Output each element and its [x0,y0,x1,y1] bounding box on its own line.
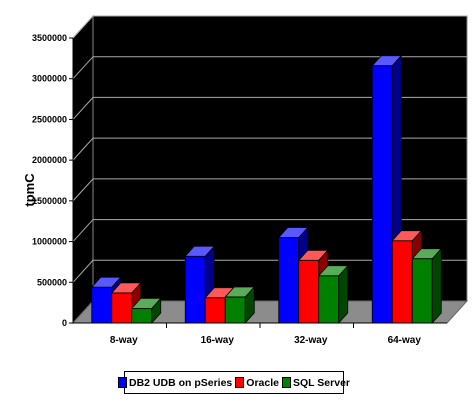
legend-swatch [118,377,127,388]
bar-front [371,65,393,324]
bar-front [411,258,433,324]
y-tick-label: 3000000 [32,74,67,84]
bar-front [204,297,226,324]
gridline [72,259,467,283]
legend-item: SQL Server [281,376,350,389]
gridlines [72,15,467,283]
bars [90,54,443,325]
bar-front [298,259,320,324]
bar-front [278,237,300,324]
x-tick-label: 16-way [201,335,235,346]
bar-front [131,307,153,324]
legend-swatch [235,377,245,388]
bar-top [184,245,216,257]
legend-swatch [281,377,291,388]
y-axis-label: tpmC [22,173,37,207]
y-tick-label: 2000000 [32,155,67,165]
legend-label: SQL Server [292,376,350,389]
x-tick-label: 8-way [110,335,138,346]
y-tick-label: 1000000 [32,237,67,247]
legend-label: Oracle [246,376,279,389]
y-tick-label: 500000 [37,277,67,287]
legend-item: Oracle [235,377,279,389]
bar-front [91,286,113,324]
bar-top [391,230,423,242]
gridline [72,219,467,242]
legend: DB2 UDB on pSeries Oracle SQL Server [118,371,350,394]
x-tick-label: 32-way [294,335,328,346]
bar-top [90,276,122,288]
gridline [72,96,467,120]
bar-side [431,247,442,325]
y-tick-label: 3500000 [32,33,67,43]
bar-front [391,240,413,324]
x-tick-label: 64-way [388,335,422,346]
bar [411,247,443,325]
bar-top [277,227,309,238]
bar-top [224,286,256,298]
side-wall [72,14,94,325]
bar-top [130,297,162,309]
gridline [72,137,467,161]
bar [130,297,162,325]
legend-item: DB2 UDB on pSeries [118,377,232,389]
bar-top [297,249,329,261]
bar-front [318,275,340,324]
y-tick-label: 1500000 [32,196,67,206]
bar-front [184,255,206,324]
bar-front [224,296,246,324]
gridline [72,56,467,80]
bar-top [411,248,443,260]
gridline [72,178,467,202]
bar [224,285,256,325]
bar-top [110,282,142,294]
axes: 0 500000 1000000 1500000 2000000 2500000 30000… [32,33,447,346]
legend-label: DB2 UDB on pSeries [129,376,233,389]
y-tick-label: 0 [62,318,67,328]
bar-top [371,55,403,67]
bar-top [317,265,349,277]
bar [317,264,349,325]
y-tick-label: 2500000 [32,114,67,124]
bar-front [111,292,133,324]
gridline [72,15,467,39]
